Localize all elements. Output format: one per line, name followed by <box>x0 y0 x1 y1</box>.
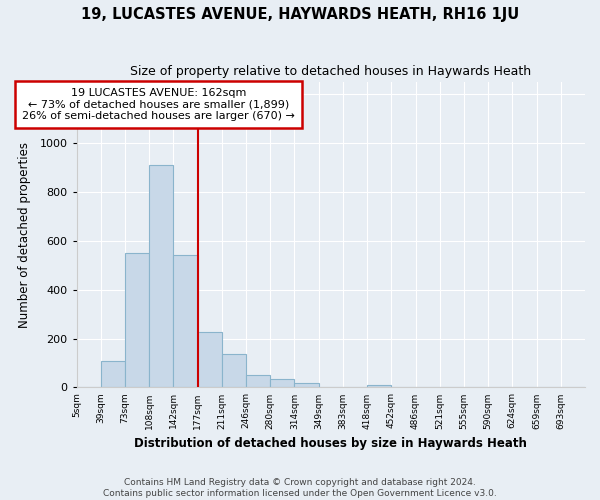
Title: Size of property relative to detached houses in Haywards Heath: Size of property relative to detached ho… <box>130 65 532 78</box>
Text: Contains HM Land Registry data © Crown copyright and database right 2024.
Contai: Contains HM Land Registry data © Crown c… <box>103 478 497 498</box>
X-axis label: Distribution of detached houses by size in Haywards Heath: Distribution of detached houses by size … <box>134 437 527 450</box>
Text: 19 LUCASTES AVENUE: 162sqm
← 73% of detached houses are smaller (1,899)
26% of s: 19 LUCASTES AVENUE: 162sqm ← 73% of deta… <box>22 88 295 122</box>
Bar <box>125 253 149 388</box>
Bar <box>270 379 295 388</box>
Bar <box>149 165 173 388</box>
Bar <box>367 385 391 388</box>
Bar <box>173 256 197 388</box>
Bar <box>222 354 246 388</box>
Bar <box>246 374 270 388</box>
Text: 19, LUCASTES AVENUE, HAYWARDS HEATH, RH16 1JU: 19, LUCASTES AVENUE, HAYWARDS HEATH, RH1… <box>81 8 519 22</box>
Bar <box>295 382 319 388</box>
Bar <box>101 360 125 388</box>
Y-axis label: Number of detached properties: Number of detached properties <box>18 142 31 328</box>
Bar <box>197 332 222 388</box>
